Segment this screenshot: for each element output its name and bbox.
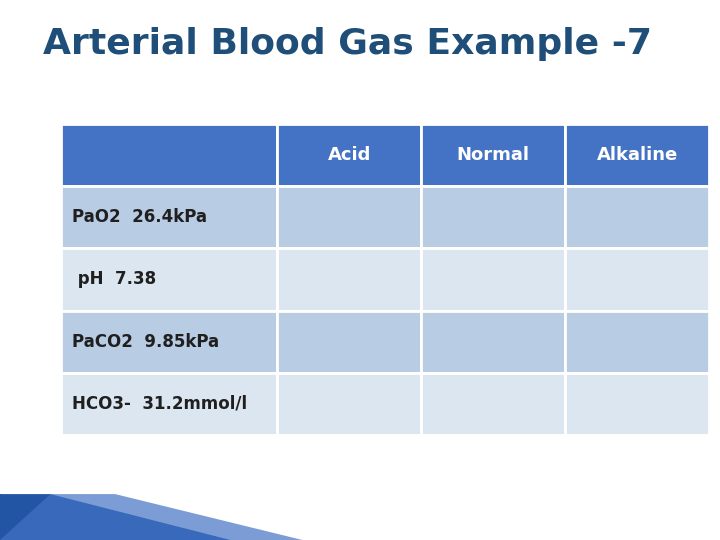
FancyBboxPatch shape	[421, 124, 565, 186]
FancyBboxPatch shape	[277, 186, 421, 248]
Text: PaO2  26.4kPa: PaO2 26.4kPa	[72, 208, 207, 226]
FancyBboxPatch shape	[565, 310, 709, 373]
FancyBboxPatch shape	[277, 373, 421, 435]
FancyBboxPatch shape	[277, 310, 421, 373]
FancyBboxPatch shape	[277, 248, 421, 310]
FancyBboxPatch shape	[61, 186, 277, 248]
Polygon shape	[0, 494, 230, 540]
Text: Normal: Normal	[456, 146, 530, 164]
Polygon shape	[0, 494, 158, 540]
Text: Alkaline: Alkaline	[597, 146, 678, 164]
FancyBboxPatch shape	[565, 186, 709, 248]
FancyBboxPatch shape	[61, 310, 277, 373]
FancyBboxPatch shape	[565, 124, 709, 186]
FancyBboxPatch shape	[421, 310, 565, 373]
Text: PaCO2  9.85kPa: PaCO2 9.85kPa	[72, 333, 219, 350]
FancyBboxPatch shape	[421, 186, 565, 248]
Text: pH  7.38: pH 7.38	[72, 271, 156, 288]
FancyBboxPatch shape	[61, 373, 277, 435]
Text: Acid: Acid	[328, 146, 371, 164]
FancyBboxPatch shape	[61, 124, 277, 186]
FancyBboxPatch shape	[421, 248, 565, 310]
FancyBboxPatch shape	[421, 373, 565, 435]
FancyBboxPatch shape	[565, 248, 709, 310]
FancyBboxPatch shape	[61, 248, 277, 310]
Text: Arterial Blood Gas Example -7: Arterial Blood Gas Example -7	[43, 27, 652, 61]
FancyBboxPatch shape	[565, 373, 709, 435]
Text: HCO3-  31.2mmol/l: HCO3- 31.2mmol/l	[72, 395, 247, 413]
Polygon shape	[0, 494, 302, 540]
FancyBboxPatch shape	[277, 124, 421, 186]
